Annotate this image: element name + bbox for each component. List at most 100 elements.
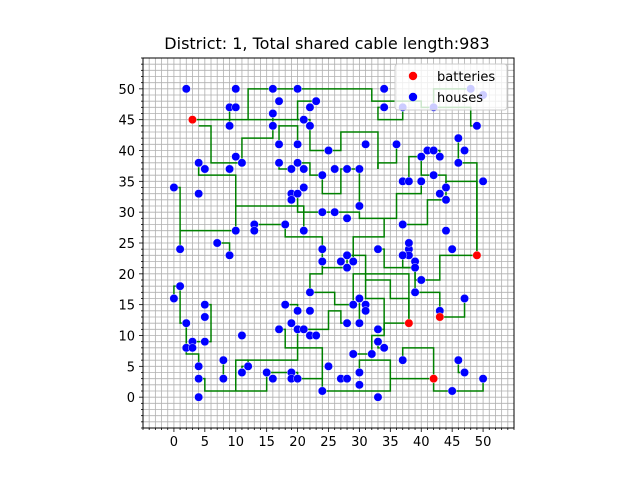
house-point	[392, 139, 401, 149]
house-point	[416, 275, 426, 285]
house-point	[194, 374, 204, 384]
house-point	[237, 158, 247, 168]
cable-route	[358, 359, 392, 379]
house-point	[231, 152, 241, 162]
house-point	[472, 121, 482, 131]
house-point	[299, 164, 309, 174]
x-tick-label: 10	[227, 435, 244, 450]
house-point	[324, 146, 333, 155]
house-point	[249, 226, 259, 236]
house-point	[447, 244, 457, 254]
house-point	[181, 318, 191, 328]
y-tick-label: 45	[118, 114, 135, 129]
house-point	[330, 207, 340, 217]
cable-route	[254, 223, 324, 250]
house-point	[435, 152, 445, 162]
y-tick-label: 20	[118, 268, 135, 283]
battery-layer	[188, 115, 482, 384]
house-point	[274, 324, 284, 334]
y-tick-label: 15	[118, 299, 135, 314]
y-tick-label: 25	[118, 237, 135, 252]
x-tick-label: 35	[382, 435, 399, 450]
house-point	[268, 109, 278, 118]
house-point	[453, 355, 463, 365]
x-tick-label: 45	[444, 435, 461, 450]
house-point	[348, 257, 358, 266]
battery-point	[435, 312, 445, 322]
house-point	[268, 84, 278, 94]
house-point	[200, 337, 210, 347]
y-tick-label: 35	[118, 175, 135, 190]
house-point	[416, 176, 426, 186]
house-point	[373, 244, 383, 254]
house-point	[225, 250, 234, 260]
house-point	[293, 84, 302, 94]
legend: batteries houses	[394, 63, 508, 111]
house-point	[379, 343, 389, 353]
house-point	[435, 189, 445, 199]
battery-point	[404, 318, 414, 328]
house-layer	[169, 84, 488, 402]
house-point	[293, 306, 302, 316]
house-point	[478, 374, 488, 384]
house-point	[410, 263, 420, 273]
house-point	[429, 146, 439, 155]
x-tick-label: 25	[320, 435, 337, 450]
axes-layer: 0 5 10 15 20 25 30 35 40 45 50 0 5 10 15 20 25 30 35 40 45 50	[118, 57, 515, 450]
cable-layer	[173, 88, 484, 392]
house-point	[460, 146, 469, 155]
house-point	[218, 355, 228, 365]
house-point	[268, 374, 278, 384]
house-point	[373, 337, 383, 347]
house-point	[324, 361, 333, 371]
house-point	[169, 183, 179, 192]
house-point	[280, 220, 290, 229]
house-point	[460, 294, 469, 303]
house-point	[398, 250, 408, 260]
house-point	[305, 287, 315, 297]
house-point	[286, 164, 296, 174]
house-point	[404, 238, 414, 248]
house-point	[225, 121, 234, 131]
y-tick-label: 5	[127, 360, 135, 375]
house-point	[330, 164, 340, 174]
house-point	[268, 121, 278, 131]
house-point	[453, 133, 463, 143]
house-point	[231, 84, 241, 94]
y-tick-label: 50	[118, 83, 135, 98]
house-point	[200, 300, 210, 310]
house-point	[478, 176, 488, 186]
house-point	[342, 374, 352, 384]
house-point	[231, 226, 241, 236]
cable-route	[309, 261, 324, 293]
house-point	[262, 368, 272, 377]
cable-route	[248, 118, 379, 169]
cable-route	[173, 285, 188, 354]
house-point	[299, 183, 309, 192]
y-tick-label: 30	[118, 206, 135, 221]
house-point	[342, 213, 352, 223]
y-tick-label: 0	[127, 391, 135, 406]
house-point	[194, 158, 204, 168]
house-point	[194, 392, 204, 402]
cable-route	[297, 162, 323, 176]
house-point	[305, 102, 315, 112]
cable-route	[303, 181, 422, 220]
x-tick-label: 15	[258, 435, 275, 450]
house-point	[299, 115, 309, 125]
house-point	[441, 226, 451, 236]
battery-point	[188, 115, 197, 125]
cable-route	[321, 249, 410, 324]
house-point	[225, 164, 234, 174]
legend-box	[394, 63, 508, 111]
house-point	[379, 102, 389, 112]
cable-route	[377, 144, 398, 169]
house-point	[237, 331, 247, 340]
house-point	[188, 343, 197, 353]
cable-route	[439, 298, 466, 318]
house-point	[447, 386, 457, 396]
cable-route	[352, 218, 385, 262]
legend-marker-houses	[408, 92, 418, 102]
cable-route	[401, 255, 441, 317]
